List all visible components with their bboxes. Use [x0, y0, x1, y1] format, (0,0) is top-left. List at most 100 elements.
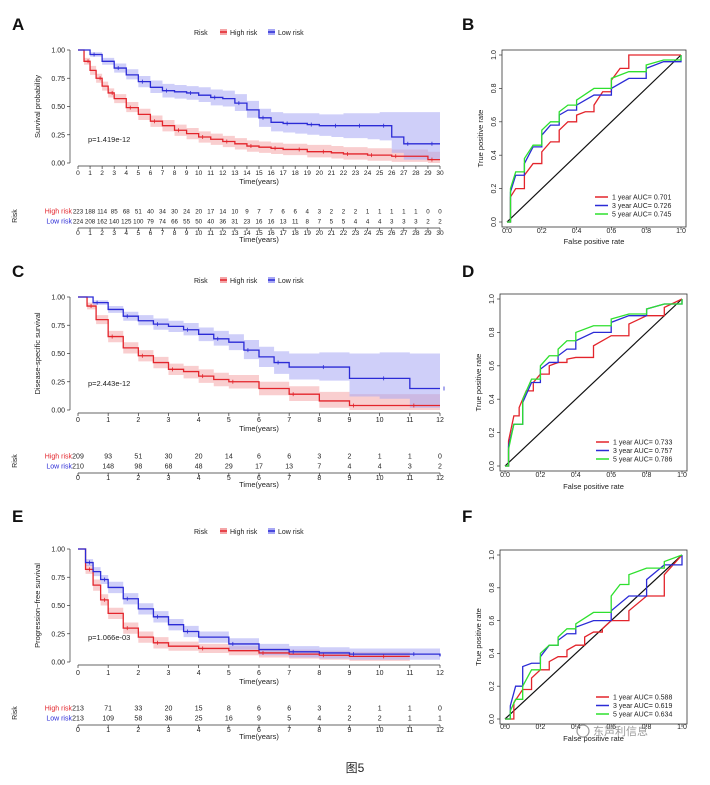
- x-tick-label: 23: [352, 170, 360, 177]
- y-tick-label: 0.25: [51, 631, 65, 638]
- risk-count: 1: [408, 454, 412, 461]
- risk-count: 4: [354, 219, 358, 226]
- risk-count: 98: [134, 464, 142, 471]
- y-tick-label: 0.00: [51, 408, 65, 415]
- x-tick-label: 12: [436, 670, 444, 677]
- x-tick-label: 12: [219, 170, 227, 177]
- plot-frame: [499, 293, 688, 472]
- km-curve-high-risk: [78, 548, 410, 657]
- y-tick-label: 1.0: [491, 50, 498, 60]
- risk-count: 16: [268, 219, 275, 226]
- y-tick-label: 0.00: [51, 660, 65, 667]
- risk-count: 100: [133, 219, 144, 226]
- risk-count: 14: [219, 209, 226, 216]
- x-tick-label: 10: [195, 170, 203, 177]
- risk-table-label: Risk: [12, 454, 19, 468]
- risk-count: 0: [438, 454, 442, 461]
- risk-count: 25: [195, 716, 203, 723]
- y-tick-label: 0.4: [489, 394, 496, 404]
- watermark-text: 东声利信息: [593, 724, 648, 738]
- x-tick-label: 3: [167, 417, 171, 424]
- risk-x-tick-label: 27: [400, 230, 408, 237]
- risk-count: 3: [414, 219, 418, 226]
- risk-count: 58: [134, 716, 142, 723]
- risk-table-label: Risk: [12, 706, 19, 720]
- risk-count: 9: [245, 209, 249, 216]
- risk-x-tick-label: 8: [317, 475, 321, 482]
- risk-count: 209: [72, 454, 84, 461]
- x-tick-label: 17: [279, 170, 287, 177]
- x-tick-label: 0: [76, 170, 80, 177]
- risk-count: 74: [159, 219, 166, 226]
- risk-count: 9: [257, 716, 261, 723]
- panel-letter: E: [12, 507, 23, 526]
- risk-count: 1: [378, 209, 382, 216]
- panel-letter: F: [462, 507, 472, 526]
- risk-count: 36: [165, 716, 173, 723]
- roc-curve-3: [507, 55, 682, 223]
- p-value: p=1.066e-03: [88, 633, 130, 642]
- risk-count: 10: [231, 209, 238, 216]
- y-axis-label: True positive rate: [476, 110, 485, 168]
- risk-count: 2: [348, 706, 352, 713]
- risk-count: 15: [195, 706, 203, 713]
- ci-band-low-risk: [78, 549, 440, 662]
- risk-x-tick-label: 30: [436, 230, 444, 237]
- y-tick-label: 0.6: [489, 616, 496, 626]
- risk-count: 6: [257, 454, 261, 461]
- risk-count: 51: [135, 209, 142, 216]
- x-tick-label: 30: [436, 170, 444, 177]
- risk-count: 224: [73, 219, 84, 226]
- y-tick-label: 1.00: [51, 48, 65, 55]
- diagonal-reference: [504, 298, 683, 467]
- x-axis-label: Time(years): [239, 177, 279, 186]
- p-value: p=1.419e-12: [88, 135, 130, 144]
- x-tick-label: 0.6: [606, 472, 616, 479]
- risk-count: 40: [147, 209, 154, 216]
- risk-x-tick-label: 0: [76, 230, 80, 237]
- x-tick-label: 9: [185, 170, 189, 177]
- x-tick-label: 0.4: [571, 472, 581, 479]
- km-curve-low-risk: [78, 49, 440, 145]
- risk-count: 4: [317, 716, 321, 723]
- risk-x-axis-label: Time(years): [239, 732, 279, 741]
- risk-count: 7: [317, 464, 321, 471]
- risk-count: 5: [287, 716, 291, 723]
- risk-x-tick-label: 2: [100, 230, 104, 237]
- risk-count: 2: [426, 219, 430, 226]
- risk-count: 16: [256, 219, 263, 226]
- x-tick-label: 1.0: [677, 724, 687, 731]
- watermark: 东声利信息: [576, 724, 648, 738]
- risk-x-tick-label: 8: [317, 727, 321, 734]
- risk-count: 140: [109, 219, 120, 226]
- risk-count: 2: [330, 209, 334, 216]
- risk-count: 66: [171, 219, 178, 226]
- y-tick-label: 0.8: [489, 583, 496, 593]
- risk-x-tick-label: 9: [185, 230, 189, 237]
- risk-x-tick-label: 17: [279, 230, 287, 237]
- roc-panel-d: D 0.0 0.2 0.4 0.6 0.8 1.0 0.0 0.2 0.4 0.6 0.8 1.0 Fal…: [462, 262, 688, 491]
- risk-count: 162: [97, 219, 108, 226]
- y-axis-label: Disease-specific survival: [33, 312, 42, 394]
- x-tick-label: 10: [376, 417, 384, 424]
- legend: Risk High risk Low risk: [194, 528, 304, 536]
- legend-title: Risk: [194, 30, 208, 37]
- risk-count: 48: [195, 464, 203, 471]
- x-tick-label: 27: [400, 170, 408, 177]
- risk-x-tick-label: 10: [195, 230, 203, 237]
- x-tick-label: 0.0: [500, 724, 510, 731]
- risk-count: 210: [72, 464, 84, 471]
- risk-count: 16: [225, 716, 233, 723]
- risk-count: 23: [243, 219, 250, 226]
- risk-count: 11: [292, 219, 299, 226]
- risk-count: 188: [85, 209, 96, 216]
- legend-label: 1 year AUC= 0.588: [613, 695, 672, 702]
- risk-count: 208: [85, 219, 96, 226]
- y-tick-label: 0.75: [51, 575, 65, 582]
- risk-count: 6: [287, 454, 291, 461]
- risk-row-label: Low risk: [46, 716, 72, 723]
- risk-count: 4: [306, 209, 310, 216]
- risk-count: 2: [438, 219, 442, 226]
- roc-curve-1: [507, 54, 681, 223]
